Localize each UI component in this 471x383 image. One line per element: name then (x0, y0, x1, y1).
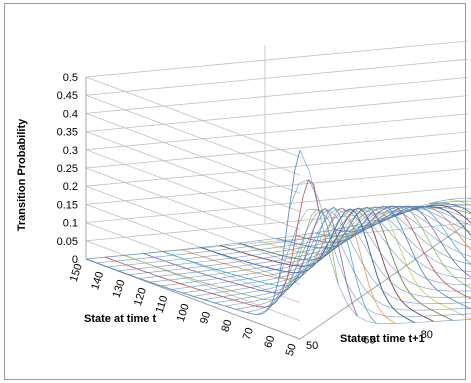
surface-mesh-line (289, 179, 471, 318)
surface-mesh-line (257, 206, 471, 315)
z-tick-label: 0.25 (57, 163, 78, 175)
z-tick-label: 0.5 (63, 72, 78, 84)
x-axis-ticks: 150 140 130 120 110 100 90 80 70 60 50 (68, 262, 299, 357)
y-axis-ticks: 50658095110125140 (306, 329, 433, 352)
z-tick-label: 0.05 (57, 236, 78, 248)
surface-mesh-line (299, 150, 471, 325)
x-tick-label: 70 (241, 326, 256, 341)
surface-mesh-line (171, 205, 471, 290)
z-axis-ticks: 0 0.05 0.1 0.15 0.2 0.25 0.3 0.35 0.4 0.45 0.5 (57, 72, 78, 266)
surface-mesh-line (118, 205, 471, 272)
surface-mesh-line (203, 206, 471, 300)
z-tick-label: 0.35 (57, 127, 78, 139)
z-tick-label: 0.4 (63, 108, 78, 120)
surface-mesh-line (182, 205, 471, 294)
x-tick-label: 130 (111, 278, 128, 299)
x-tick-label: 100 (175, 302, 192, 323)
z-tick-label: 0.3 (63, 145, 78, 157)
surface-mesh-line (267, 208, 471, 310)
z-tick-label: 0.45 (57, 90, 78, 102)
surface-mesh-line (192, 206, 471, 297)
z-tick-label: 0 (72, 254, 78, 266)
surface-mesh-line (214, 207, 471, 304)
surface-mesh-line (246, 207, 471, 313)
x-tick-label: 110 (154, 294, 171, 314)
surface-mesh-line (128, 206, 471, 275)
y-axis-title: State at time t+1 (340, 333, 425, 345)
z-tick-label: 0.2 (63, 181, 78, 193)
surface-mesh (85, 150, 471, 325)
x-tick-label: 90 (198, 310, 213, 325)
x-axis-title: State at time t (84, 313, 156, 325)
surface-series-line (410, 204, 471, 224)
x-tick-label: 120 (132, 286, 149, 307)
x-tick-label: 60 (262, 334, 277, 349)
surface-mesh-line (278, 209, 471, 311)
z-tick-label: 0.1 (63, 218, 78, 230)
y-tick-label: 50 (306, 340, 318, 352)
y-tick-label: 65 (363, 335, 375, 347)
surface-mesh-line (139, 206, 471, 279)
y-tick-label: 80 (421, 329, 433, 341)
z-axis-title: Transition Probability (16, 118, 28, 231)
x-tick-label: 140 (89, 270, 106, 291)
surface-mesh-line (225, 207, 471, 307)
z-tick-label: 0.15 (57, 199, 78, 211)
x-tick-label: 150 (68, 262, 85, 283)
surface-mesh-line (235, 208, 471, 310)
surface-mesh-line (160, 205, 471, 287)
x-tick-label: 80 (219, 318, 234, 333)
surface-series-line (429, 202, 471, 214)
x-tick-label: 50 (284, 342, 299, 357)
y-axis-line (299, 222, 469, 340)
